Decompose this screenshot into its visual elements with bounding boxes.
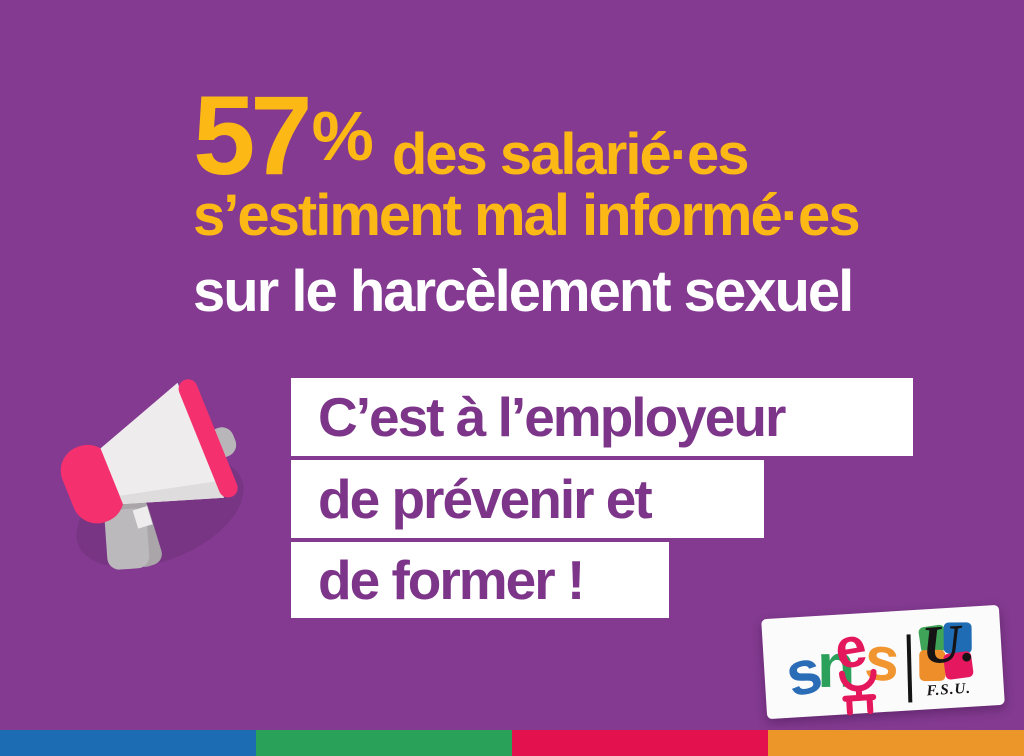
fsu-u-mark: U. (920, 612, 977, 676)
stat-line1-text: des salarié·es (391, 122, 750, 187)
footer-bar-orange (768, 730, 1024, 756)
callout-box-1: C’est à l’employeur (291, 378, 913, 456)
logo-divider (906, 634, 913, 703)
stick-figure-icon (838, 668, 877, 716)
callout-box-3: de former ! (291, 542, 669, 618)
fsu-label: F.S.U. (926, 680, 972, 700)
footer-bar-red (512, 730, 768, 756)
stat-line2: s’estiment mal informé·es (193, 183, 861, 248)
snes-fsu-logo: s n e s U. F.S.U. (761, 604, 1005, 720)
fsu-u-patch: U. (917, 612, 976, 683)
megaphone-icon (60, 379, 244, 570)
stat-line3: sur le harcèlement sexuel (193, 259, 854, 324)
percent-sign: % (311, 97, 374, 175)
footer-bar-blue (0, 730, 256, 756)
footer-bar-green (256, 730, 512, 756)
stat-number: 57 (193, 73, 313, 198)
callout-box-2: de prévenir et (291, 460, 764, 538)
stat-headline: 57 % des salarié·es (193, 73, 750, 198)
megaphone-handle (104, 498, 162, 570)
